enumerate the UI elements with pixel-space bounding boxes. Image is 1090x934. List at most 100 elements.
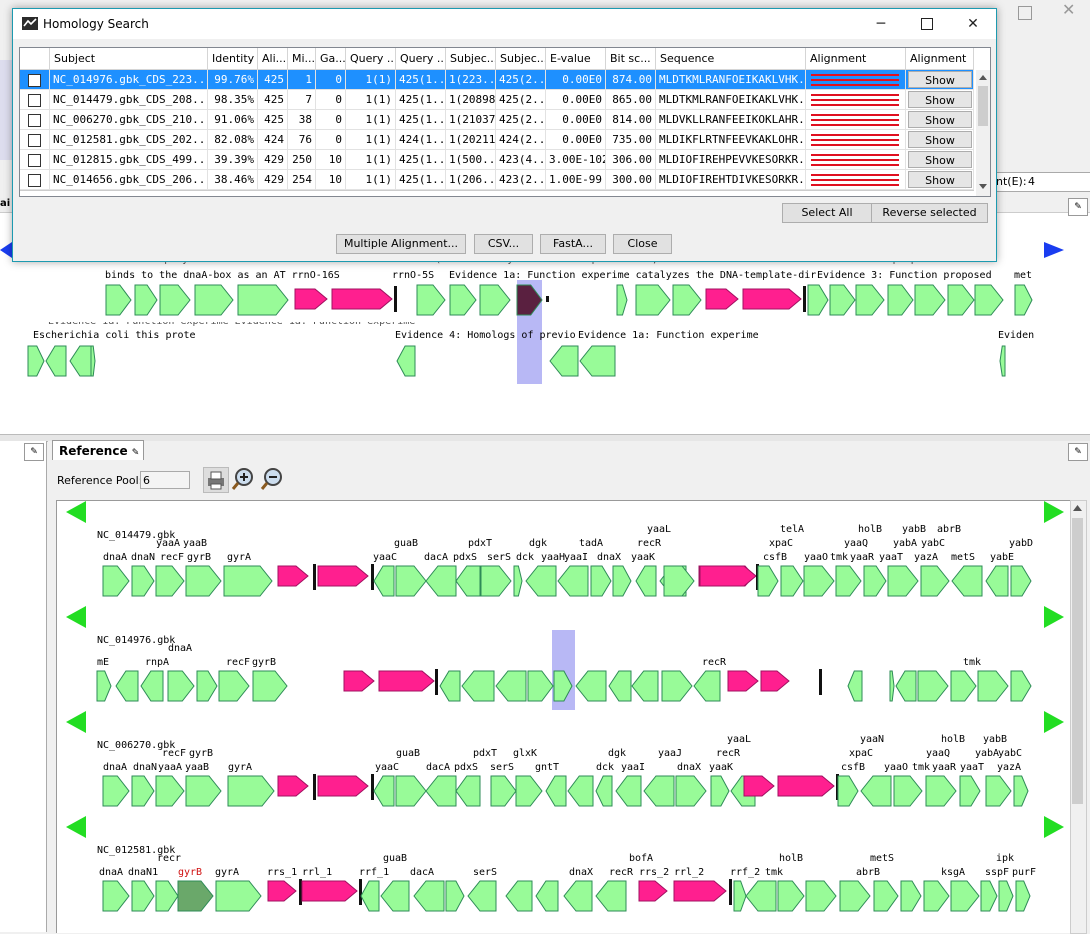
row-checkbox[interactable] — [28, 154, 41, 167]
reference-tab[interactable]: Reference ✎ — [52, 440, 144, 460]
show-alignment-button[interactable]: Show — [908, 171, 972, 188]
gene-arrow — [215, 880, 262, 912]
table-row[interactable]: NC_014656.gbk_CDS_206... 38.46% 429 254 10 1(… — [20, 170, 974, 190]
close-button[interactable]: Close — [613, 234, 672, 254]
gene-label: yaaQ — [926, 748, 951, 759]
column-header[interactable]: Query ... — [396, 48, 446, 70]
gene-label: pdxS — [453, 552, 478, 563]
gene-label: recR — [716, 748, 741, 759]
gene-label: dnaA — [99, 867, 124, 878]
gene-arrow — [515, 775, 543, 807]
show-alignment-button[interactable]: Show — [908, 131, 972, 148]
gene-label: gyrB — [189, 748, 214, 759]
show-alignment-button[interactable]: Show — [908, 91, 972, 108]
column-header[interactable]: Alignment — [806, 48, 906, 70]
gene-arrow — [140, 670, 164, 702]
print-icon[interactable] — [203, 467, 229, 493]
app-maximize-icon[interactable] — [1018, 6, 1032, 20]
column-header[interactable]: E-value — [546, 48, 606, 70]
rna-gene — [673, 880, 727, 902]
gene-arrow — [69, 345, 93, 377]
gene-arrow — [449, 284, 477, 316]
row-checkbox[interactable] — [28, 134, 41, 147]
gene-arrow — [675, 775, 707, 807]
cell-ss: 1(223... — [446, 70, 496, 90]
reference-pool-field[interactable]: 6 — [140, 471, 190, 489]
gene-label: tadA — [579, 538, 604, 549]
upper-label-7: Evidence 4: Homologs of previo — [395, 330, 576, 341]
zoom-out-icon[interactable] — [260, 467, 284, 491]
fasta-button[interactable]: FastA... — [540, 234, 606, 254]
close-window-button[interactable]: ✕ — [967, 16, 979, 32]
reference-scroll-thumb[interactable] — [1072, 518, 1083, 804]
nt-field[interactable]: nt(E): 4 — [995, 172, 1090, 192]
row-checkbox[interactable] — [28, 174, 41, 187]
multiple-alignment-button[interactable]: Multiple Alignment... — [336, 234, 466, 254]
dialog-title: Homology Search — [43, 17, 149, 31]
left-pin-icon[interactable]: ✎ — [24, 443, 44, 461]
column-header[interactable]: Alignment — [906, 48, 974, 70]
gene-label: holB — [779, 853, 804, 864]
table-scroll-thumb — [978, 86, 988, 126]
row-checkbox[interactable] — [28, 114, 41, 127]
column-header[interactable]: Identity — [208, 48, 258, 70]
gene-arrow — [525, 565, 557, 597]
column-header[interactable]: Query ... — [346, 48, 396, 70]
gene-arrow — [196, 670, 218, 702]
column-header[interactable]: Bit sc... — [606, 48, 656, 70]
gene-arrow — [1014, 284, 1033, 316]
column-header[interactable]: Ali... — [258, 48, 288, 70]
gene-arrow — [950, 670, 977, 702]
rna-gene — [378, 670, 435, 692]
reverse-selected-button[interactable]: Reverse selected — [871, 203, 988, 223]
show-alignment-button[interactable]: Show — [908, 151, 972, 168]
dialog-titlebar[interactable]: Homology Search ─ ✕ — [13, 9, 996, 39]
select-all-button[interactable]: Select All — [782, 203, 872, 223]
cell-seq: MLDIOFIREHTDIVKESORKR... — [656, 170, 806, 190]
column-header[interactable]: Mi... — [288, 48, 316, 70]
column-header[interactable]: Ga... — [316, 48, 346, 70]
table-row[interactable]: NC_014479.gbk_CDS_208... 98.35% 425 7 0 1(1) 4… — [20, 90, 974, 110]
column-header[interactable]: Subjec... — [496, 48, 546, 70]
csv-button[interactable]: CSV... — [474, 234, 533, 254]
gene-arrow — [635, 284, 671, 316]
cell-bits: 735.00 — [606, 130, 656, 150]
gene-arrow — [167, 670, 195, 702]
table-row[interactable]: NC_014976.gbk_CDS_223... 99.76% 425 1 0 1(1) 4… — [20, 70, 974, 90]
table-row[interactable]: NC_006270.gbk_CDS_210... 91.06% 425 38 0 1(1)… — [20, 110, 974, 130]
table-row[interactable]: NC_012581.gbk_CDS_202... 82.08% 424 76 0 1(1)… — [20, 130, 974, 150]
table-row[interactable]: NC_012815.gbk_CDS_499... 39.39% 429 250 10 1(… — [20, 150, 974, 170]
minimize-button[interactable]: ─ — [876, 16, 886, 32]
upper-pin-icon[interactable]: ✎ — [1068, 198, 1088, 216]
cell-ss: 1(500... — [446, 150, 496, 170]
gene-label: yazA — [914, 552, 939, 563]
gene-arrow — [615, 775, 642, 807]
column-header[interactable]: Sequence — [656, 48, 806, 70]
upper-side-tab[interactable]: ai — [0, 198, 10, 212]
gene-arrow — [974, 284, 1004, 316]
row-checkbox[interactable] — [28, 74, 41, 87]
show-alignment-button[interactable]: Show — [908, 111, 972, 128]
row-checkbox[interactable] — [28, 94, 41, 107]
ref-pin-icon[interactable]: ✎ — [1068, 443, 1088, 461]
column-header[interactable]: Subject — [50, 48, 208, 70]
nav-right-arrow — [1044, 711, 1064, 733]
show-alignment-button[interactable]: Show — [908, 71, 972, 88]
gene-arrow — [977, 670, 1009, 702]
column-header[interactable]: Subjec... — [446, 48, 496, 70]
results-table: Subject Identity Ali... Mi... Ga... Query ...… — [19, 47, 991, 197]
app-close-icon[interactable]: ✕ — [1062, 0, 1076, 19]
rna-gene — [699, 565, 757, 587]
gene-arrow — [887, 565, 919, 597]
table-scrollbar[interactable] — [976, 70, 990, 196]
maximize-button[interactable] — [904, 9, 950, 39]
gene-arrow — [579, 345, 616, 377]
zoom-in-icon[interactable] — [231, 467, 255, 491]
tab-pin-icon[interactable]: ✎ — [131, 448, 140, 458]
gene-label: holB — [858, 524, 883, 535]
table-row-partial — [20, 190, 974, 196]
gene-label: yabC — [998, 748, 1023, 759]
column-header[interactable] — [20, 48, 50, 70]
gene-label: yaaK — [631, 552, 656, 563]
scroll-up-icon[interactable] — [1071, 502, 1084, 514]
